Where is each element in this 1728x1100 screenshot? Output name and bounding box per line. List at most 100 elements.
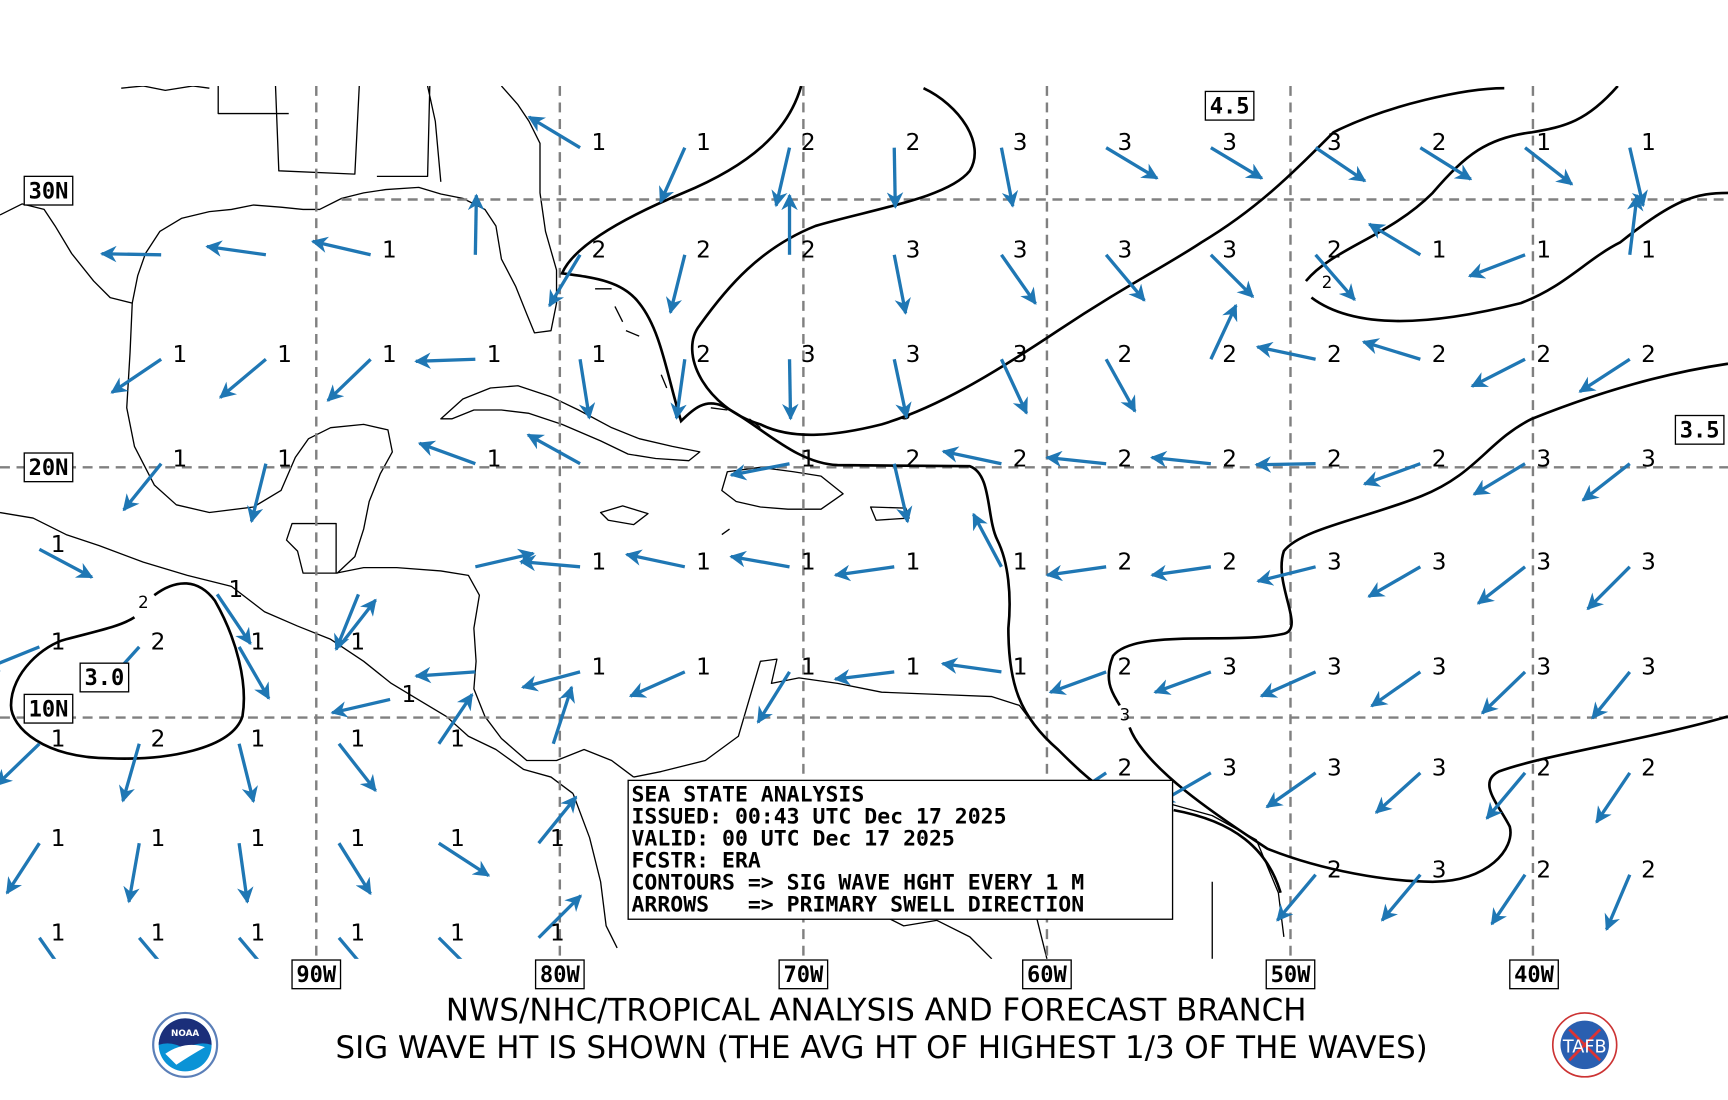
swell-arrow: [1256, 565, 1316, 586]
wave-height-value: 1: [1013, 549, 1028, 575]
swell-arrow: [38, 936, 57, 959]
wave-height-value: 1: [382, 237, 397, 263]
wave-height-value: 2: [1432, 446, 1447, 472]
wave-height-value: 1: [350, 826, 365, 852]
wave-point: 3: [999, 130, 1028, 208]
wave-point: 2: [781, 193, 816, 263]
wave-point: 2: [1254, 446, 1342, 473]
wave-point: [474, 548, 535, 569]
wave-point: 1: [417, 440, 502, 472]
swell-arrow: [110, 357, 163, 394]
contour-maxima: 4.5 3.5 3.0: [79, 90, 1725, 693]
wave-point: 1: [520, 654, 606, 692]
swell-arrow: [417, 440, 476, 466]
contour-2m-pacific: [9, 582, 246, 760]
wave-height-value: 1: [450, 726, 465, 752]
legend-forecaster: FCSTR: ERA: [631, 848, 760, 873]
swell-arrow: [833, 669, 895, 686]
wave-height-value: 2: [1327, 342, 1342, 368]
swell-arrow: [729, 462, 790, 481]
lon-label: 70W: [778, 959, 829, 990]
wave-height-value: 2: [1327, 237, 1342, 263]
swell-arrow: [1362, 462, 1421, 487]
wave-height-value: 1: [1432, 237, 1447, 263]
wave-point: 1: [110, 342, 188, 394]
wave-point: 1: [137, 920, 165, 959]
wave-height-value: 1: [250, 920, 265, 946]
wave-point: 1: [537, 894, 582, 946]
lon-label: 80W: [534, 959, 585, 990]
swell-arrow: [1150, 450, 1212, 468]
wave-height-value: 1: [550, 826, 565, 852]
swell-arrow: [1374, 771, 1422, 814]
wave-point: 1: [527, 115, 606, 156]
wave-height-value: 2: [1118, 549, 1133, 575]
swell-arrow: [729, 550, 790, 569]
contour-value-label: 3: [1120, 706, 1131, 725]
wave-height-value: 1: [487, 446, 502, 472]
wave-point: 1: [833, 549, 920, 582]
swell-arrow: [548, 253, 582, 308]
wave-point: 3: [1265, 755, 1342, 809]
swell-arrow: [0, 742, 41, 787]
wave-height-value: 1: [51, 726, 66, 752]
wave-point: 2: [1595, 755, 1656, 824]
wave-height-value: 1: [450, 826, 465, 852]
swell-arrow: [474, 548, 535, 569]
wave-height-value: 2: [591, 237, 606, 263]
wave-point: [100, 245, 162, 263]
swell-arrow: [1259, 670, 1317, 698]
swell-arrow: [337, 742, 377, 792]
contour-3m-east: [1107, 362, 1728, 884]
swell-arrow: [1045, 450, 1107, 468]
swell-arrow: [1104, 358, 1137, 413]
wave-point: 3: [782, 342, 816, 421]
wave-height-value: 3: [1222, 237, 1237, 263]
wave-point: 2: [1419, 130, 1473, 181]
wave-point: 1: [1627, 194, 1656, 263]
swell-arrow: [1150, 564, 1212, 582]
wave-point: [551, 685, 575, 745]
wave-height-value: 3: [1536, 549, 1551, 575]
swell-arrow: [537, 894, 582, 939]
legend-box: SEA STATE ANALYSIS ISSUED: 00:43 UTC Dec…: [627, 779, 1174, 920]
tafb-logo-text: TAFB: [1562, 1038, 1607, 1058]
swell-arrow: [1380, 873, 1422, 922]
wave-point: 1: [247, 446, 292, 524]
wave-height-value: 2: [1327, 857, 1342, 883]
wave-height-value: 3: [1222, 654, 1237, 680]
wave-point: 3: [1367, 549, 1447, 599]
wave-point: 1: [519, 549, 606, 575]
wave-height-value: 3: [1536, 654, 1551, 680]
legend-contours: CONTOURS => SIG WAVE HGHT EVERY 1 M: [631, 870, 1084, 895]
wave-point: 1: [756, 654, 816, 724]
wave-point: [414, 666, 476, 684]
wave-point: 2: [1485, 755, 1551, 820]
footer-line-2: SIG WAVE HT IS SHOWN (THE AVG HT OF HIGH…: [336, 1030, 1428, 1066]
wave-height-value: 1: [173, 342, 188, 368]
wave-point: 1: [38, 920, 65, 959]
wave-point: 3: [1481, 654, 1551, 715]
wave-height-value: 3: [1432, 857, 1447, 883]
swell-arrow: [118, 743, 141, 803]
wave-point: 1: [237, 629, 271, 700]
swell-arrow: [1367, 222, 1422, 257]
swell-arrow: [1048, 670, 1107, 695]
legend-arrows: ARROWS => PRIMARY SWELL DIRECTION: [631, 893, 1084, 918]
wave-height-value: 2: [1432, 342, 1447, 368]
wave-point: 2: [1045, 446, 1132, 472]
swell-arrow: [892, 463, 913, 524]
lat-label-text: 10N: [29, 697, 69, 722]
swell-arrow: [1361, 338, 1421, 361]
swell-arrow: [1419, 146, 1473, 181]
wave-point: 2: [771, 130, 816, 208]
wave-height-value: 3: [1432, 549, 1447, 575]
wave-point: 3: [1380, 857, 1447, 922]
swell-arrow: [1255, 341, 1316, 361]
wave-height-value: 2: [906, 130, 921, 156]
swell-arrow: [219, 357, 267, 399]
wave-height-value: 1: [906, 654, 921, 680]
wave-point: 1: [537, 795, 578, 852]
swell-arrow: [551, 685, 575, 745]
grid-labels: 30N 20N 10N 90W 80W 70W 60W 50W 40W: [23, 175, 1559, 990]
